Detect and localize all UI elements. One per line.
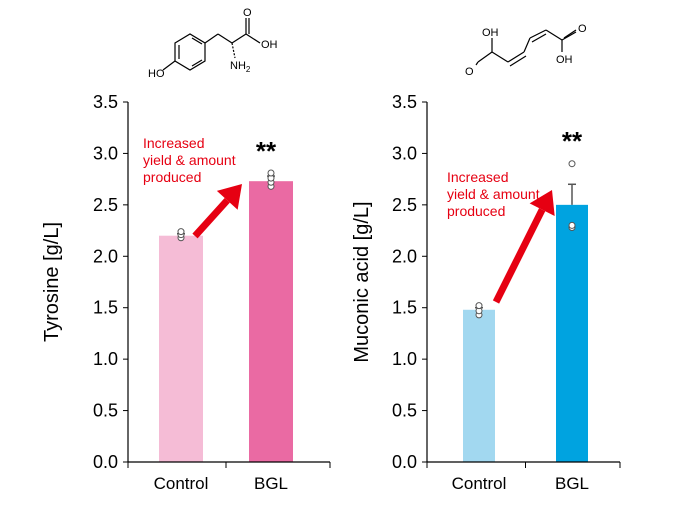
y-tick-label: 2.0	[392, 246, 417, 266]
bar-bgl	[249, 181, 293, 462]
ho-label: HO	[148, 68, 165, 80]
data-point	[267, 169, 275, 177]
increase-arrow	[192, 197, 230, 239]
y-tick-label: 1.5	[93, 298, 118, 318]
data-point	[475, 302, 483, 310]
category-label: BGL	[555, 474, 589, 493]
muconic-acid-structure	[475, 29, 577, 67]
y-tick-label: 0.5	[392, 401, 417, 421]
annotation-text: yield & amount	[447, 186, 540, 202]
y-tick-label: 3.0	[392, 143, 417, 163]
annotation-text: produced	[143, 169, 201, 185]
bar-control	[159, 235, 203, 462]
bar-bgl	[556, 204, 588, 462]
y-tick-label: 3.0	[93, 143, 118, 163]
bar-control	[463, 309, 495, 462]
y-tick-label: 2.5	[392, 195, 417, 215]
significance-marker: **	[256, 136, 277, 166]
tyrosine-structure	[162, 18, 261, 71]
annotation-text: Increased	[447, 169, 508, 185]
oh1-label: OH	[482, 27, 499, 39]
annotation-text: Increased	[143, 135, 204, 151]
category-label: Control	[154, 474, 209, 493]
y-tick-label: 3.5	[93, 92, 118, 112]
y-tick-label: 0.0	[93, 452, 118, 472]
data-point	[568, 160, 576, 168]
arrow-head-icon	[529, 190, 555, 216]
data-point	[568, 221, 576, 229]
y-tick-label: 3.5	[392, 92, 417, 112]
y-tick-label: 1.0	[93, 349, 118, 369]
arrow-head-icon	[216, 184, 242, 210]
oh-label: OH	[261, 39, 278, 51]
significance-marker: **	[562, 126, 583, 156]
y-tick-label: 1.5	[392, 298, 417, 318]
y-tick-label: 2.0	[93, 246, 118, 266]
data-point	[177, 228, 185, 236]
category-label: Control	[452, 474, 507, 493]
o2-label: O	[578, 23, 587, 35]
y-tick-label: 0.5	[93, 401, 118, 421]
o1-label: O	[465, 66, 474, 78]
y-axis-label: Tyrosine [g/L]	[41, 222, 63, 342]
annotation-text: yield & amount	[143, 152, 236, 168]
o-label: O	[243, 7, 252, 19]
y-tick-label: 0.0	[392, 452, 417, 472]
oh2-label: OH	[556, 54, 573, 66]
annotation-text: produced	[447, 203, 505, 219]
y-axis-label: Muconic acid [g/L]	[351, 201, 373, 362]
y-tick-label: 1.0	[392, 349, 417, 369]
increase-arrow	[492, 208, 546, 304]
y-tick-label: 2.5	[93, 195, 118, 215]
category-label: BGL	[254, 474, 288, 493]
nh2-label: NH2	[230, 60, 251, 74]
